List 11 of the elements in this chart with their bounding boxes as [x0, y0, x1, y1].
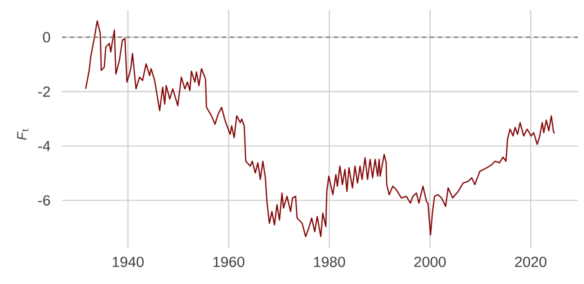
y-tick-label: 0 — [43, 32, 50, 42]
line-series — [85, 20, 555, 238]
y-axis-title: F$_{t}$ — [17, 129, 28, 140]
x-tick-label: 2020 — [515, 256, 546, 268]
y-tick-label: -2 — [38, 86, 50, 97]
y-tick-label: -6 — [38, 195, 50, 206]
x-tick-label: 1940 — [112, 256, 144, 268]
x-tick-label: 1980 — [314, 256, 346, 268]
x-tick-label: 1960 — [213, 256, 244, 268]
x-tick-label: 2000 — [414, 256, 446, 268]
y-tick-label: -4 — [38, 140, 50, 152]
